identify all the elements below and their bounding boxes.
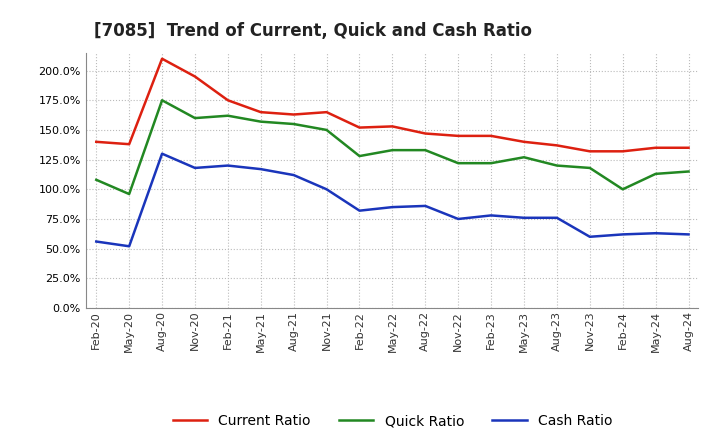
Current Ratio [652,145,660,150]
Quick Ratio [454,161,462,166]
Line: Quick Ratio: Quick Ratio [96,100,688,194]
Quick Ratio [191,115,199,121]
Quick Ratio [520,154,528,160]
Cash Ratio [552,215,561,220]
Quick Ratio [652,171,660,176]
Current Ratio [684,145,693,150]
Current Ratio [487,133,495,139]
Quick Ratio [289,121,298,127]
Cash Ratio [652,231,660,236]
Quick Ratio [125,191,133,197]
Quick Ratio [256,119,265,124]
Current Ratio [520,139,528,144]
Cash Ratio [355,208,364,213]
Cash Ratio [125,244,133,249]
Cash Ratio [289,172,298,178]
Current Ratio [388,124,397,129]
Quick Ratio [355,154,364,159]
Cash Ratio [520,215,528,220]
Quick Ratio [388,147,397,153]
Cash Ratio [585,234,594,239]
Line: Cash Ratio: Cash Ratio [96,154,688,246]
Cash Ratio [158,151,166,156]
Current Ratio [224,98,233,103]
Current Ratio [158,56,166,61]
Quick Ratio [552,163,561,168]
Cash Ratio [224,163,233,168]
Current Ratio [256,110,265,115]
Current Ratio [552,143,561,148]
Current Ratio [289,112,298,117]
Cash Ratio [421,203,430,209]
Cash Ratio [684,232,693,237]
Current Ratio [355,125,364,130]
Cash Ratio [454,216,462,222]
Quick Ratio [585,165,594,171]
Quick Ratio [618,187,627,192]
Quick Ratio [224,113,233,118]
Quick Ratio [323,127,331,132]
Cash Ratio [256,166,265,172]
Quick Ratio [158,98,166,103]
Current Ratio [585,149,594,154]
Current Ratio [421,131,430,136]
Quick Ratio [421,147,430,153]
Current Ratio [92,139,101,144]
Current Ratio [191,74,199,79]
Cash Ratio [323,187,331,192]
Cash Ratio [487,213,495,218]
Cash Ratio [618,232,627,237]
Current Ratio [454,133,462,139]
Current Ratio [323,110,331,115]
Quick Ratio [684,169,693,174]
Legend: Current Ratio, Quick Ratio, Cash Ratio: Current Ratio, Quick Ratio, Cash Ratio [167,409,618,434]
Text: [7085]  Trend of Current, Quick and Cash Ratio: [7085] Trend of Current, Quick and Cash … [94,22,531,40]
Cash Ratio [191,165,199,171]
Current Ratio [125,142,133,147]
Cash Ratio [388,205,397,210]
Current Ratio [618,149,627,154]
Cash Ratio [92,239,101,244]
Line: Current Ratio: Current Ratio [96,59,688,151]
Quick Ratio [92,177,101,183]
Quick Ratio [487,161,495,166]
